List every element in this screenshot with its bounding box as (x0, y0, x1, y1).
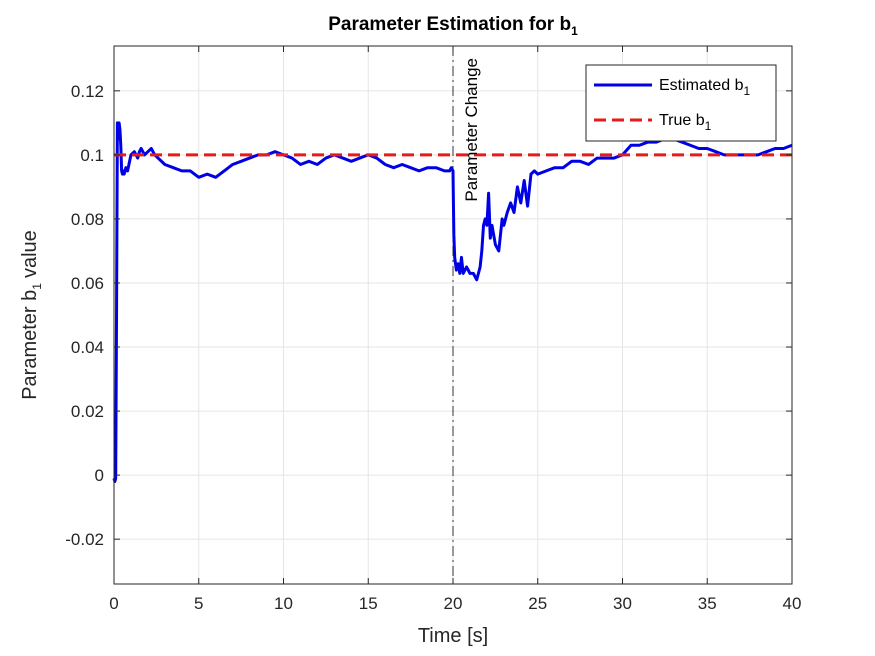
chart-title-main: Parameter Estimation for b (328, 14, 571, 35)
y-tick-label: 0.08 (71, 210, 104, 229)
x-tick-label: 40 (783, 594, 802, 613)
legend-entry-subscript: 1 (705, 119, 712, 133)
y-tick-label: 0.04 (71, 338, 104, 357)
legend-entry-name: Estimated b (659, 77, 744, 94)
y-tick-label: 0.12 (71, 82, 104, 101)
y-axis-label-subscript: 1 (30, 283, 44, 290)
x-tick-label: 10 (274, 594, 293, 613)
x-tick-label: 25 (528, 594, 547, 613)
y-tick-label: 0.02 (71, 402, 104, 421)
x-axis-ticks: 0 5 10 15 20 25 30 35 40 (109, 46, 801, 613)
x-tick-label: 20 (444, 594, 463, 613)
parameter-change-label: Parameter Change (462, 58, 481, 202)
y-tick-label: 0.06 (71, 274, 104, 293)
x-axis-label: Time [s] (418, 625, 488, 647)
series-lines (112, 121, 793, 484)
y-axis-label: Parameter b1 value (19, 230, 44, 400)
y-tick-label: 0.1 (80, 146, 104, 165)
y-tick-label: 0 (95, 466, 104, 485)
chart-title: Parameter Estimation for b1 (328, 14, 578, 38)
legend-box (585, 64, 777, 142)
x-tick-label: 35 (698, 594, 717, 613)
x-tick-label: 15 (359, 594, 378, 613)
x-tick-label: 30 (613, 594, 632, 613)
legend-entry: True b1 (659, 112, 712, 133)
y-axis-label-main: Parameter b (19, 290, 41, 400)
x-tick-label: 0 (109, 594, 118, 613)
annotation-labels: Parameter Change (462, 58, 481, 202)
y-axis-ticks: -0.02 0 0.02 0.04 0.06 0.08 0.1 0.12 (65, 82, 792, 549)
estimated-b1-line (112, 121, 793, 484)
x-tick-label: 5 (194, 594, 203, 613)
legend-entry-subscript: 1 (743, 84, 750, 98)
y-axis-label-unit: value (19, 230, 41, 278)
legend-entry: Estimated b1 (659, 77, 750, 98)
legend-entry-name: True b (659, 112, 705, 129)
chart-title-subscript: 1 (571, 24, 578, 38)
y-tick-label: -0.02 (65, 530, 104, 549)
